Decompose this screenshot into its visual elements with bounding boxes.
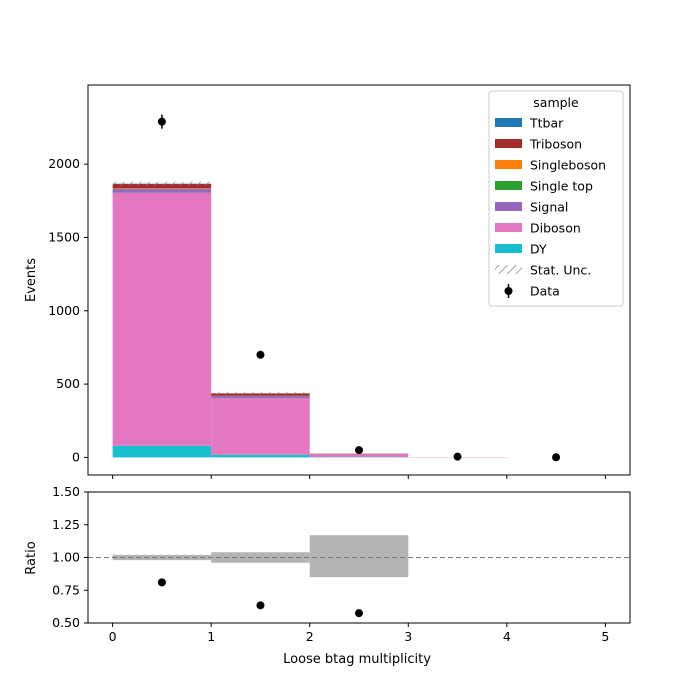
legend-swatch-triboson <box>495 139 522 148</box>
data-point <box>552 453 561 462</box>
ratio-point <box>256 601 265 610</box>
legend-label-dy: DY <box>530 242 547 257</box>
bar-triboson-bin0 <box>112 183 212 189</box>
legend-swatch-signal <box>495 202 522 211</box>
ratio-unc-band-bin2 <box>309 535 409 578</box>
upper-y-tick-label: 1500 <box>48 229 80 244</box>
bar-triboson-bin1 <box>211 393 310 396</box>
legend-swatch-ttbar <box>495 118 522 127</box>
legend-swatch-dy <box>495 244 522 253</box>
ratio-y-tick-label: 0.75 <box>52 582 80 597</box>
ratio-y-tick-label: 0.50 <box>52 615 80 630</box>
data-point <box>355 446 363 455</box>
x-tick-label: 5 <box>601 629 609 644</box>
upper-y-tick-label: 2000 <box>48 156 80 171</box>
legend-swatch-single-top <box>495 181 522 190</box>
x-tick-label: 0 <box>109 629 117 644</box>
upper-y-tick-label: 0 <box>72 449 80 464</box>
legend-label-single-top: Single top <box>530 179 593 194</box>
bar-signal-bin1 <box>211 396 310 399</box>
data-point <box>157 117 166 126</box>
stat-unc-bin0 <box>112 181 212 186</box>
ratio-panel: 0.50 0.75 1.00 1.25 1.50 0 1 2 3 4 5 <box>52 484 631 644</box>
bar-diboson-bin0 <box>112 192 212 446</box>
legend-label-ttbar: Ttbar <box>529 116 564 131</box>
ratio-y-tick-label: 1.00 <box>52 550 80 565</box>
upper-y-tick-label: 500 <box>56 376 80 391</box>
legend-swatch-stat-unc <box>495 265 522 274</box>
data-point <box>256 350 265 359</box>
bar-dy-bin1 <box>211 454 310 458</box>
legend-box <box>488 90 624 307</box>
ratio-point <box>355 609 363 618</box>
x-axis-label: Loose btag multiplicity <box>283 652 431 667</box>
ratio-y-axis-label: Ratio <box>24 541 39 574</box>
x-tick-label: 2 <box>306 629 314 644</box>
legend-label-diboson: Diboson <box>530 221 581 236</box>
legend-label-stat-unc: Stat. Unc. <box>530 263 591 278</box>
legend-swatch-diboson <box>495 223 522 232</box>
legend-label-triboson: Triboson <box>529 137 582 152</box>
stat-unc-bin1 <box>211 392 310 395</box>
x-tick-label: 1 <box>207 629 215 644</box>
x-tick-label: 3 <box>404 629 412 644</box>
legend-marker-data <box>504 287 513 295</box>
legend: sample Ttbar Triboson Singleboson Single top… <box>488 90 624 307</box>
upper-y-tick-label: 1000 <box>48 303 80 318</box>
upper-y-axis-label: Events <box>24 258 39 302</box>
bar-diboson-bin1 <box>211 398 310 455</box>
legend-swatch-singleboson <box>495 160 522 169</box>
bar-signal-bin0 <box>112 189 212 193</box>
bar-dy-bin0 <box>112 445 212 458</box>
x-tick-label: 4 <box>503 629 511 644</box>
data-point <box>453 452 462 461</box>
ratio-y-tick-label: 1.50 <box>52 484 80 499</box>
legend-title: sample <box>533 95 579 110</box>
ratio-point <box>157 578 166 587</box>
upper-panel: 0 500 1000 1500 2000 <box>48 84 631 479</box>
upper-frame <box>87 84 631 476</box>
legend-label-data: Data <box>530 284 560 299</box>
ratio-y-tick-label: 1.25 <box>52 517 80 532</box>
bar-diboson-bin2 <box>309 454 409 457</box>
legend-label-singleboson: Singleboson <box>530 158 606 173</box>
legend-label-signal: Signal <box>530 200 568 215</box>
